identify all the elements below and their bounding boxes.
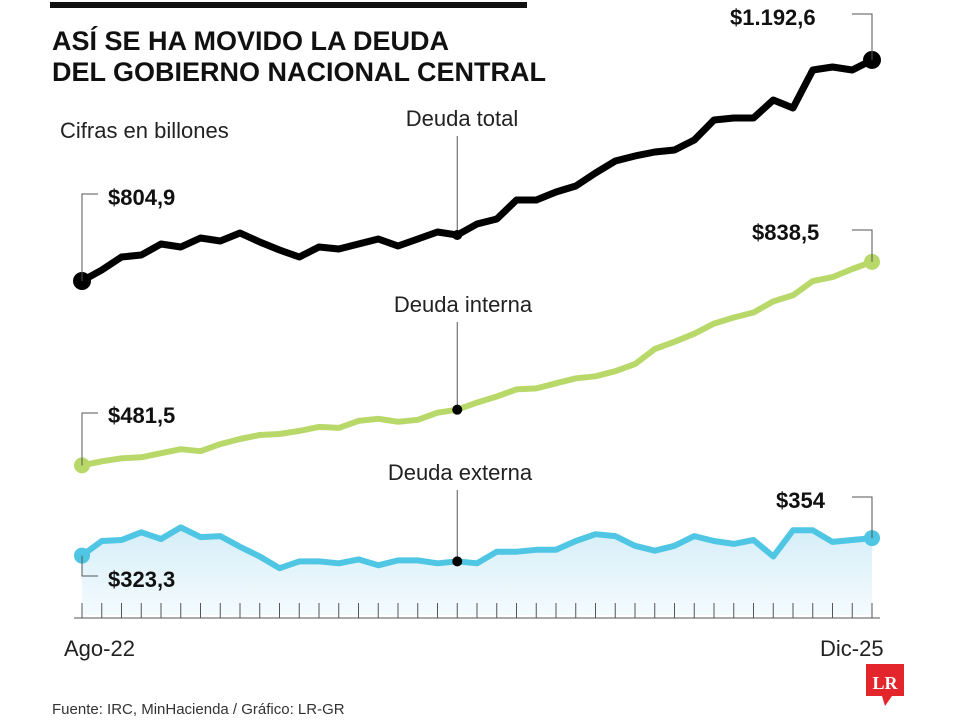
- callout-line: [852, 229, 873, 262]
- line-deuda-interna: [79, 258, 875, 469]
- annotation-dot: [452, 404, 463, 415]
- value-label: $838,5: [752, 220, 819, 245]
- callout-line: [852, 496, 873, 539]
- value-label: $804,9: [108, 185, 175, 210]
- subtitle: Cifras en billones: [60, 118, 229, 143]
- annotation-dot: [452, 229, 463, 240]
- series-label: Deuda externa: [388, 460, 533, 485]
- callout-line: [852, 13, 873, 60]
- area-deuda-interna: [82, 261, 872, 615]
- area-deuda-externa: [82, 527, 872, 615]
- svg-text:LR: LR: [872, 673, 898, 693]
- value-label: $481,5: [108, 403, 175, 428]
- series-label: Deuda interna: [394, 292, 533, 317]
- x-label-start: Ago-22: [64, 636, 135, 661]
- lr-logo: LR: [866, 664, 904, 706]
- value-label: $354: [776, 488, 826, 513]
- value-label: $323,3: [108, 567, 175, 592]
- title-line-1: ASÍ SE HA MOVIDO LA DEUDA: [52, 25, 449, 56]
- title-bar: [50, 2, 527, 8]
- callout-line: [81, 412, 98, 466]
- line-deuda-total: [78, 56, 876, 285]
- callout-line: [81, 555, 98, 577]
- source-note: Fuente: IRC, MinHacienda / Gráfico: LR-G…: [52, 701, 345, 718]
- line-deuda-externa: [79, 524, 875, 572]
- series-label: Deuda total: [406, 106, 519, 131]
- title-line-2: DEL GOBIERNO NACIONAL CENTRAL: [52, 57, 546, 87]
- callout-line: [81, 193, 98, 281]
- annotation-dot: [452, 556, 463, 567]
- value-label: $1.192,6: [730, 5, 816, 30]
- x-label-end: Dic-25: [820, 636, 884, 661]
